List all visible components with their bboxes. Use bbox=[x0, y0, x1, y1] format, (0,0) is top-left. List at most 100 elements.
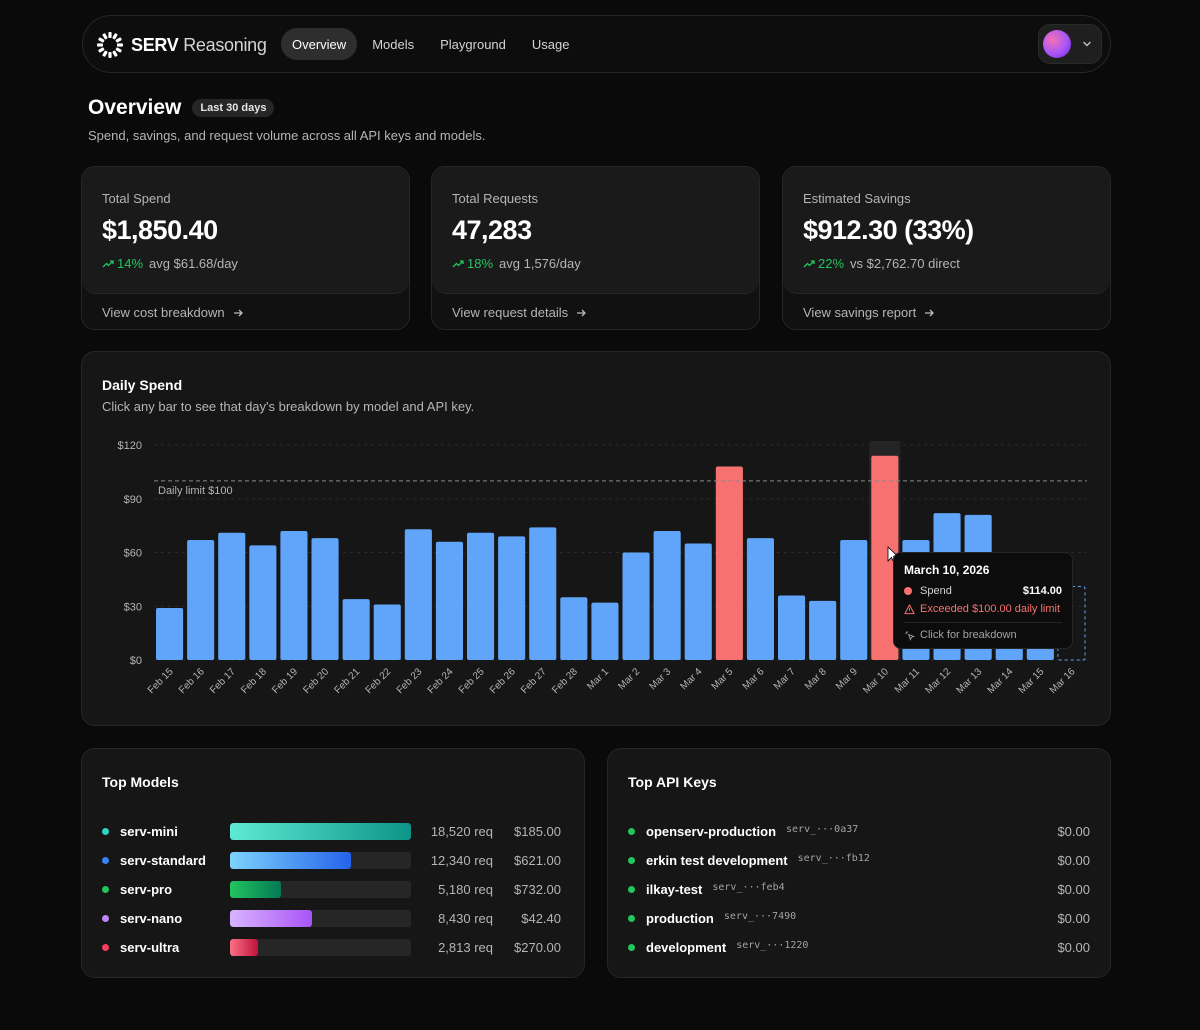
tab-models[interactable]: Models bbox=[372, 36, 415, 52]
model-name: serv-standard bbox=[120, 853, 206, 868]
view-savings-report-link[interactable]: View savings report bbox=[783, 294, 1110, 329]
bar bbox=[311, 538, 339, 660]
x-tick-label: Mar 3 bbox=[647, 666, 673, 692]
usage-bar bbox=[230, 852, 411, 869]
link-label: View cost breakdown bbox=[102, 305, 225, 320]
stat-card-total-spend: Total Spend $1,850.40 14% avg $61.68/day… bbox=[81, 166, 410, 330]
top-models-title: Top Models bbox=[102, 774, 179, 790]
x-tick-label: Mar 15 bbox=[1017, 666, 1047, 696]
key-id: serv_···feb4 bbox=[712, 882, 785, 893]
usage-bar-fill bbox=[230, 852, 351, 869]
bar bbox=[467, 532, 495, 660]
x-tick-label: Mar 5 bbox=[710, 666, 736, 692]
bar bbox=[373, 604, 401, 660]
link-label: View request details bbox=[452, 305, 569, 320]
stat-meta: vs $2,762.70 direct bbox=[850, 256, 960, 271]
brand-light: Reasoning bbox=[183, 34, 267, 55]
key-name: ilkay-test bbox=[646, 882, 703, 897]
key-dot bbox=[628, 915, 635, 922]
key-cost: $0.00 bbox=[1057, 882, 1090, 897]
x-tick-label: Feb 19 bbox=[270, 666, 300, 696]
stat-value: 47,283 bbox=[452, 215, 532, 245]
key-name: development bbox=[646, 940, 727, 955]
x-tick-label: Feb 24 bbox=[426, 666, 456, 696]
y-tick-label: $120 bbox=[118, 440, 142, 452]
x-tick-label: Feb 27 bbox=[519, 666, 549, 696]
bar bbox=[218, 532, 246, 660]
tooltip-action-text: Click for breakdown bbox=[920, 629, 1017, 641]
tooltip-warning-text: Exceeded $100.00 daily limit bbox=[920, 603, 1061, 615]
x-tick-label: Feb 17 bbox=[208, 666, 238, 696]
view-cost-breakdown-link[interactable]: View cost breakdown bbox=[82, 294, 409, 329]
nav-tabs: Overview Models Playground Usage bbox=[281, 28, 580, 60]
top-nav: SERV Reasoning Overview Models Playgroun… bbox=[82, 15, 1111, 73]
tab-overview[interactable]: Overview bbox=[281, 28, 358, 60]
bar bbox=[560, 597, 588, 660]
page-title: Overview bbox=[88, 96, 182, 119]
x-tick-label: Mar 13 bbox=[954, 666, 984, 696]
trend-up-icon bbox=[803, 259, 815, 267]
key-name: openserv-production bbox=[646, 824, 777, 839]
x-tick-label: Mar 10 bbox=[861, 666, 891, 696]
stat-meta: avg 1,576/day bbox=[499, 256, 581, 271]
brand-name: SERV Reasoning bbox=[131, 35, 267, 56]
list-item[interactable]: production serv_···7490 $0.00 bbox=[628, 904, 1090, 933]
x-tick-label: Feb 26 bbox=[488, 666, 518, 696]
link-label: View savings report bbox=[803, 305, 917, 320]
list-item[interactable]: serv-mini 18,520 req $185.00 bbox=[102, 817, 564, 846]
usage-bar bbox=[230, 939, 411, 956]
model-requests: 8,430 req bbox=[438, 911, 493, 926]
usage-bar-fill bbox=[230, 939, 258, 956]
key-id: serv_···fb12 bbox=[797, 853, 870, 864]
list-item[interactable]: serv-pro 5,180 req $732.00 bbox=[102, 875, 564, 904]
series-dot bbox=[904, 587, 912, 595]
y-tick-label: $30 bbox=[124, 601, 142, 613]
trend-up-icon bbox=[102, 259, 114, 267]
model-name: serv-mini bbox=[120, 824, 178, 839]
model-name: serv-nano bbox=[120, 911, 183, 926]
user-menu-button[interactable] bbox=[1038, 24, 1102, 64]
bar bbox=[746, 538, 774, 660]
tab-usage[interactable]: Usage bbox=[531, 36, 570, 52]
x-tick-label: Mar 6 bbox=[741, 666, 767, 692]
list-item[interactable]: openserv-production serv_···0a37 $0.00 bbox=[628, 817, 1090, 846]
list-item[interactable]: development serv_···1220 $0.00 bbox=[628, 933, 1090, 962]
y-tick-label: $60 bbox=[124, 548, 142, 560]
key-cost: $0.00 bbox=[1057, 911, 1090, 926]
list-item[interactable]: serv-standard 12,340 req $621.00 bbox=[102, 846, 564, 875]
bar bbox=[280, 531, 308, 660]
bar bbox=[529, 527, 557, 660]
y-tick-label: $0 bbox=[130, 655, 142, 667]
bar bbox=[498, 536, 526, 660]
key-cost: $0.00 bbox=[1057, 824, 1090, 839]
tab-playground[interactable]: Playground bbox=[440, 36, 506, 52]
x-tick-label: Feb 22 bbox=[364, 666, 394, 696]
top-models-list: serv-mini 18,520 req $185.00 serv-standa… bbox=[102, 817, 564, 962]
list-item[interactable]: erkin test development serv_···fb12 $0.0… bbox=[628, 846, 1090, 875]
model-cost: $185.00 bbox=[514, 824, 561, 839]
top-api-keys-panel: Top API Keys openserv-production serv_··… bbox=[607, 748, 1111, 978]
x-tick-label: Mar 11 bbox=[893, 666, 923, 696]
brand-logo[interactable]: SERV Reasoning bbox=[95, 30, 267, 60]
model-name: serv-ultra bbox=[120, 940, 180, 955]
model-dot bbox=[102, 944, 109, 951]
serv-logo-icon bbox=[97, 32, 123, 58]
list-item[interactable]: serv-nano 8,430 req $42.40 bbox=[102, 904, 564, 933]
list-item[interactable]: serv-ultra 2,813 req $270.00 bbox=[102, 933, 564, 962]
limit-label: Daily limit $100 bbox=[158, 485, 233, 497]
list-item[interactable]: ilkay-test serv_···feb4 $0.00 bbox=[628, 875, 1090, 904]
avatar bbox=[1043, 30, 1071, 58]
trend-up: 22% bbox=[803, 256, 844, 271]
tooltip-value: $114.00 bbox=[1022, 585, 1062, 597]
stat-card-total-requests: Total Requests 47,283 18% avg 1,576/day … bbox=[431, 166, 760, 330]
tooltip-action[interactable]: Click for breakdown bbox=[904, 629, 1062, 641]
view-request-details-link[interactable]: View request details bbox=[432, 294, 759, 329]
x-tick-label: Mar 1 bbox=[585, 666, 611, 692]
arrow-right-icon bbox=[233, 309, 243, 316]
x-tick-label: Feb 28 bbox=[550, 666, 580, 696]
model-dot bbox=[102, 915, 109, 922]
bar bbox=[653, 531, 681, 660]
tooltip-warning: Exceeded $100.00 daily limit bbox=[904, 603, 1062, 615]
trend-value: 18% bbox=[467, 256, 494, 271]
